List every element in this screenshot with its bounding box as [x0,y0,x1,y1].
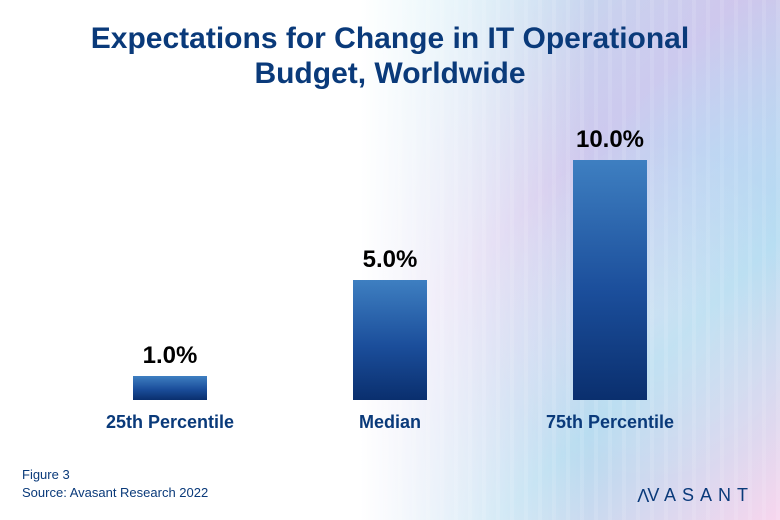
bar-value-label: 5.0% [363,246,418,274]
bar-median [353,280,427,400]
logo-text: VASANT [647,485,754,505]
bar-75th [573,160,647,400]
logo-mark-icon: Λ [637,486,649,507]
bar-value-label: 10.0% [576,126,644,154]
category-label: 25th Percentile [60,412,280,433]
bar-chart: 1.0% 5.0% 10.0% 25th Percentile Median 7… [60,120,720,430]
bar-group-25th: 1.0% [60,342,280,400]
bar-value-label: 1.0% [143,342,198,370]
bar-25th [133,376,207,400]
footer: Figure 3 Source: Avasant Research 2022 [22,466,208,502]
chart-title: Expectations for Change in IT Operationa… [0,0,780,91]
figure-label: Figure 3 [22,466,208,484]
bar-group-median: 5.0% [280,246,500,400]
category-label: 75th Percentile [500,412,720,433]
bars-container: 1.0% 5.0% 10.0% [60,120,720,400]
bar-group-75th: 10.0% [500,126,720,400]
category-labels: 25th Percentile Median 75th Percentile [60,412,720,433]
category-label: Median [280,412,500,433]
source-label: Source: Avasant Research 2022 [22,484,208,502]
content-root: Expectations for Change in IT Operationa… [0,0,780,520]
avasant-logo: ΛVASANT [637,485,754,506]
